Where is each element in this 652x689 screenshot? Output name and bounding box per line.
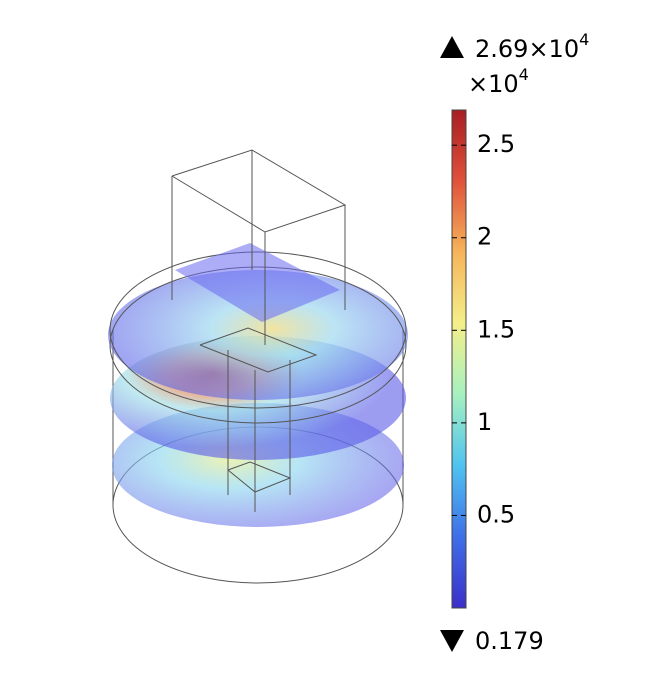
tick-label: 2.5 [477,130,515,158]
geometry [108,149,408,584]
max-label: 2.69×104 [475,30,589,64]
tick-label: 1 [477,408,492,436]
min-label: 0.179 [475,627,544,655]
max-marker [440,36,464,58]
tick-label: 0.5 [477,500,515,528]
colorbar [451,109,467,609]
min-marker [440,630,464,652]
tick-label: 1.5 [477,315,515,343]
tick-label: 2 [477,223,492,251]
scale-label: ×104 [468,65,529,99]
